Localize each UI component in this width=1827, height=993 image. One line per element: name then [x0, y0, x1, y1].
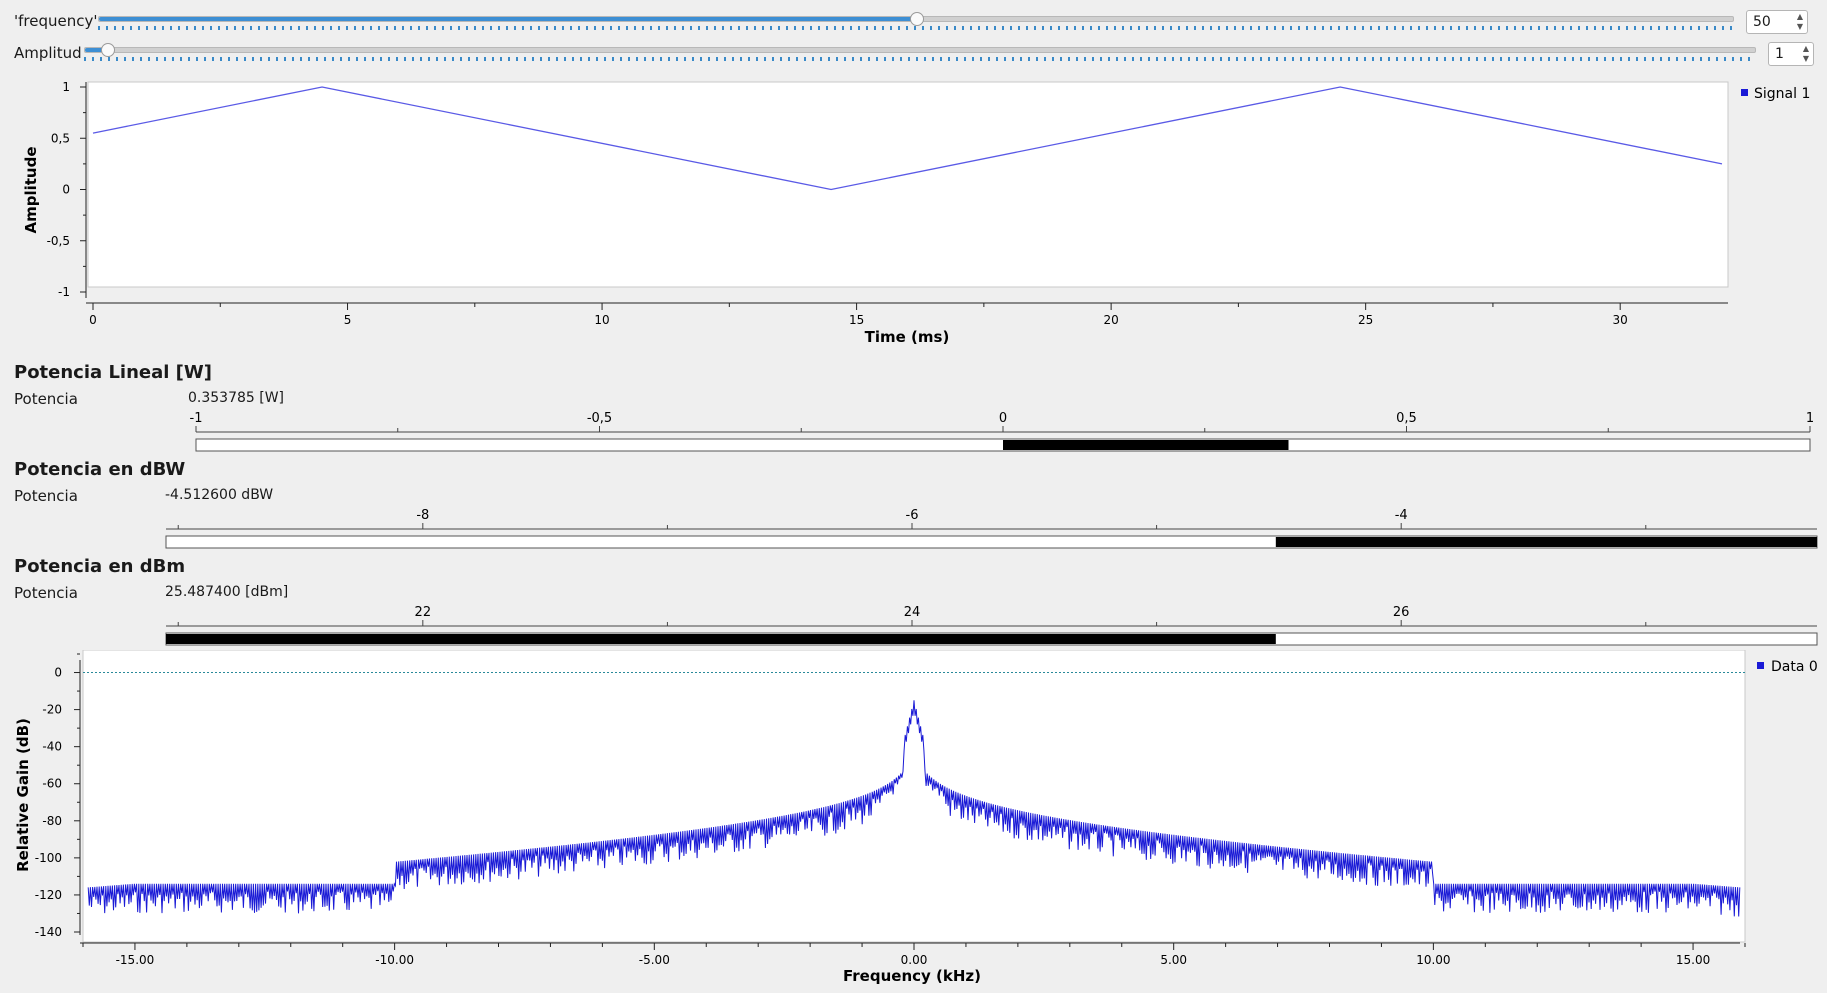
- freq-y-tick-label: -140: [35, 925, 62, 939]
- power-dbw-bar: -8 -6 -4: [165, 508, 1818, 549]
- time-y-ticks: 1 0,5 0 -0,5 -1: [47, 80, 86, 299]
- amplitud-slider-ticks: [84, 57, 1754, 61]
- time-y-tick-label: 0,5: [51, 131, 70, 145]
- frequency-slider-handle[interactable]: [910, 12, 924, 26]
- power-dbw-label: Potencia: [14, 487, 78, 505]
- power-dbw-value: -4.512600 dBW: [165, 487, 274, 503]
- bar-level-fill: [1003, 440, 1289, 450]
- frequency-slider[interactable]: [98, 12, 1734, 26]
- time-x-tick-label: 25: [1358, 313, 1373, 327]
- freq-plot: 0 -20 -40 -60 -80 -100 -120 -140 -15.00 -10.00 -5…: [14, 650, 1818, 985]
- time-plot-canvas[interactable]: [87, 81, 1729, 288]
- power-dbm-label: Potencia: [14, 584, 78, 602]
- power-lineal-bar: -1 -0,5 0 0,5 1: [190, 411, 1814, 452]
- bar-scale-tick-label: -8: [416, 508, 429, 523]
- amplitud-label: Amplitud: [14, 44, 82, 62]
- freq-y-tick-label: -60: [42, 777, 62, 791]
- spin-arrows-icon[interactable]: ▲ ▼: [1796, 12, 1804, 31]
- bar-scale-tick-label: -6: [906, 508, 919, 523]
- signal-1-line: [92, 86, 1723, 191]
- freq-xlabel: Frequency (kHz): [843, 967, 981, 985]
- frequency-spinbox[interactable]: 50 ▲ ▼: [1746, 10, 1808, 34]
- freq-x-tick-label: 10.00: [1416, 953, 1450, 967]
- time-plot: 1 0,5 0 -0,5 -1 0 5 10 15 20 25 30 Amplitude Time …: [22, 80, 1810, 346]
- time-legend-label[interactable]: Signal 1: [1754, 86, 1810, 102]
- bar-scale-tick-label: 26: [1393, 605, 1410, 620]
- bar-level-fill: [1275, 537, 1817, 547]
- bar-scale-tick-label: 24: [904, 605, 921, 620]
- amplitud-slider[interactable]: [84, 43, 1756, 57]
- freq-ylabel: Relative Gain (dB): [14, 718, 32, 872]
- freq-y-tick-label: -20: [42, 703, 62, 717]
- freq-y-tick-label: -40: [42, 740, 62, 754]
- time-y-tick-label: -1: [58, 285, 70, 299]
- time-x-ticks: 0 5 10 15 20 25 30: [89, 303, 1628, 327]
- time-x-tick-label: 20: [1103, 313, 1118, 327]
- time-y-tick-label: 1: [62, 80, 70, 94]
- power-dbm-bar: 22 24 26: [165, 605, 1818, 646]
- bar-scale-tick-label: -0,5: [587, 411, 612, 426]
- bar-scale-tick-label: -4: [1395, 508, 1408, 523]
- freq-y-ticks: 0 -20 -40 -60 -80 -100 -120 -140: [35, 653, 80, 939]
- time-x-tick-label: 30: [1613, 313, 1628, 327]
- spin-arrows-icon[interactable]: ▲ ▼: [1802, 44, 1810, 63]
- freq-x-tick-label: 15.00: [1676, 953, 1710, 967]
- bar-level-fill: [166, 634, 1276, 644]
- freq-y-tick-label: -100: [35, 851, 62, 865]
- amplitud-slider-handle[interactable]: [100, 43, 115, 57]
- frequency-value: 50: [1753, 14, 1771, 30]
- power-lineal-title: Potencia Lineal [W]: [14, 362, 212, 383]
- amplitud-value: 1: [1775, 46, 1784, 62]
- freq-x-tick-label: 5.00: [1160, 953, 1187, 967]
- freq-x-tick-label: -10.00: [375, 953, 414, 967]
- time-x-tick-label: 10: [594, 313, 609, 327]
- freq-x-ticks: -15.00 -10.00 -5.00 0.00 5.00 10.00 15.00: [82, 943, 1746, 967]
- freq-x-tick-label: -15.00: [116, 953, 155, 967]
- power-dbm-title: Potencia en dBm: [14, 556, 186, 577]
- time-xlabel: Time (ms): [865, 328, 950, 346]
- freq-y-tick-label: -80: [42, 814, 62, 828]
- frequency-slider-fill: [99, 17, 916, 21]
- freq-y-tick-label: -120: [35, 888, 62, 902]
- time-ylabel: Amplitude: [22, 146, 40, 233]
- freq-plot-canvas[interactable]: [82, 650, 1746, 943]
- amplitud-spinbox[interactable]: 1 ▲ ▼: [1768, 42, 1814, 66]
- freq-legend-label[interactable]: Data 0: [1771, 659, 1818, 675]
- bar-scale-tick-label: -1: [190, 411, 203, 426]
- time-y-tick-label: -0,5: [47, 234, 70, 248]
- time-x-tick-label: 5: [344, 313, 352, 327]
- legend-swatch-icon: [1757, 662, 1764, 669]
- freq-y-tick-label: 0: [54, 666, 62, 680]
- freq-x-tick-label: 0.00: [901, 953, 928, 967]
- freq-x-tick-label: -5.00: [639, 953, 670, 967]
- bar-scale-tick-label: 0: [999, 411, 1007, 426]
- bar-scale-tick-label: 22: [415, 605, 432, 620]
- legend-swatch-icon: [1741, 89, 1748, 96]
- time-x-tick-label: 15: [849, 313, 864, 327]
- bar-scale-tick-label: 1: [1806, 411, 1814, 426]
- power-lineal-value: 0.353785 [W]: [188, 390, 285, 406]
- frequency-label: 'frequency': [14, 12, 98, 30]
- time-y-tick-label: 0: [62, 183, 70, 197]
- frequency-slider-ticks: [98, 26, 1732, 30]
- power-dbm-value: 25.487400 [dBm]: [165, 584, 289, 600]
- amplitud-slider-fill: [85, 48, 107, 52]
- data-0-line: [87, 700, 1741, 917]
- bar-scale-tick-label: 0,5: [1396, 411, 1417, 426]
- power-lineal-label: Potencia: [14, 390, 78, 408]
- time-x-tick-label: 0: [89, 313, 97, 327]
- power-dbw-title: Potencia en dBW: [14, 459, 186, 480]
